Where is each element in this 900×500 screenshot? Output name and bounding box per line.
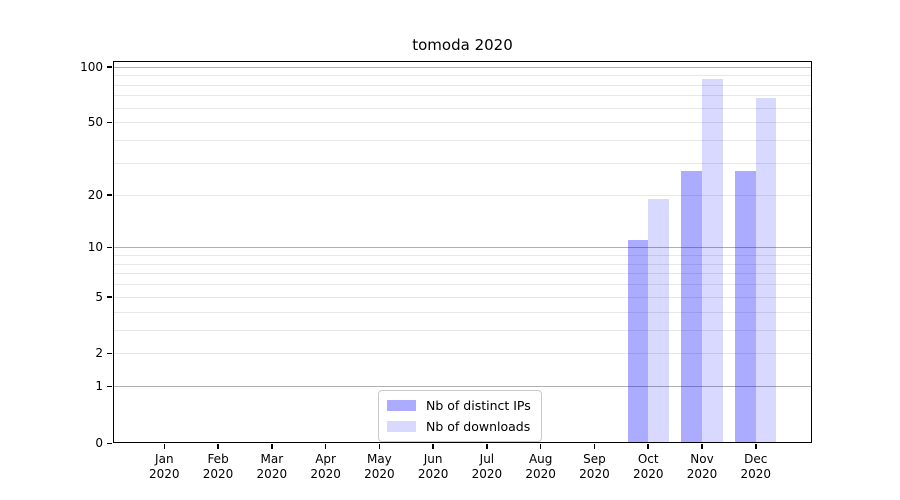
x-tick-label: Dec 2020 <box>740 452 772 481</box>
y-gridline-minor <box>113 284 812 286</box>
x-tick-mark <box>647 444 649 449</box>
x-tick-label: Jan 2020 <box>149 452 180 481</box>
x-tick-label: Oct 2020 <box>632 452 664 481</box>
y-tick-label: 2 <box>95 346 103 361</box>
legend-row: Nb of distinct IPs <box>387 397 531 414</box>
y-gridline-minor <box>113 329 812 331</box>
y-gridline-minor <box>113 95 812 97</box>
legend-label: Nb of distinct IPs <box>426 398 531 413</box>
y-gridline-minor <box>113 353 812 355</box>
x-tick-label: Aug 2020 <box>525 452 556 481</box>
x-tick-mark <box>324 444 327 449</box>
y-gridline-minor <box>113 140 812 142</box>
x-tick-label: Jun 2020 <box>417 452 449 481</box>
y-gridline-minor <box>113 162 812 164</box>
y-gridline-major <box>113 247 812 249</box>
y-gridline-minor <box>113 255 812 257</box>
y-tick-label: 1 <box>95 379 103 394</box>
bar <box>702 78 723 443</box>
y-gridline-minor <box>113 296 812 298</box>
x-tick-mark <box>755 444 757 449</box>
x-tick-label: Apr 2020 <box>310 452 341 481</box>
x-tick-label: May 2020 <box>364 452 395 481</box>
x-tick-mark <box>593 444 596 449</box>
y-gridline-major <box>113 66 812 68</box>
legend-swatch-icon <box>387 400 416 411</box>
x-tick-label: Mar 2020 <box>256 452 288 481</box>
y-gridline-minor <box>113 107 812 109</box>
bar <box>627 240 649 443</box>
y-gridline-minor <box>113 273 812 275</box>
legend-label: Nb of downloads <box>426 419 531 434</box>
y-gridline-minor <box>113 311 812 313</box>
legend-row: Nb of downloads <box>387 418 531 435</box>
y-tick-mark <box>107 246 112 249</box>
y-tick-mark <box>107 121 112 124</box>
bar <box>755 97 777 443</box>
y-tick-label: 50 <box>87 115 103 130</box>
x-tick-label: Feb 2020 <box>202 452 234 481</box>
y-tick-mark <box>107 194 112 196</box>
bar <box>648 198 669 443</box>
y-gridline-minor <box>113 263 812 265</box>
x-tick-mark <box>539 444 542 449</box>
y-gridline-major <box>113 386 812 388</box>
y-tick-mark <box>107 296 112 298</box>
y-gridline-minor <box>113 194 812 196</box>
x-tick-mark <box>217 444 219 449</box>
x-tick-label: Sep 2020 <box>579 452 610 481</box>
x-tick-mark <box>486 444 488 449</box>
y-tick-mark <box>107 352 112 355</box>
y-gridline-minor <box>113 122 812 124</box>
y-tick-label: 5 <box>95 289 103 304</box>
x-tick-mark <box>163 444 166 449</box>
chart-title: tomoda 2020 <box>412 36 513 54</box>
x-tick-mark <box>701 444 703 449</box>
y-tick-label: 10 <box>87 240 103 255</box>
y-gridline-minor <box>113 84 812 86</box>
legend: Nb of distinct IPs Nb of downloads <box>378 390 542 442</box>
y-tick-label: 0 <box>95 436 103 450</box>
legend-swatch-icon <box>387 421 416 432</box>
x-tick-mark <box>271 444 273 449</box>
y-tick-label: 100 <box>80 59 103 74</box>
x-tick-mark <box>432 444 434 449</box>
x-tick-label: Jul 2020 <box>471 452 503 481</box>
y-gridline-minor <box>113 75 812 77</box>
y-tick-mark <box>107 385 112 388</box>
bar <box>681 171 702 443</box>
y-tick-mark <box>107 442 112 444</box>
y-tick-mark <box>107 66 112 68</box>
x-tick-label: Nov 2020 <box>686 452 718 481</box>
bar <box>735 171 756 443</box>
x-tick-mark <box>378 444 381 449</box>
y-tick-label: 20 <box>87 187 103 202</box>
